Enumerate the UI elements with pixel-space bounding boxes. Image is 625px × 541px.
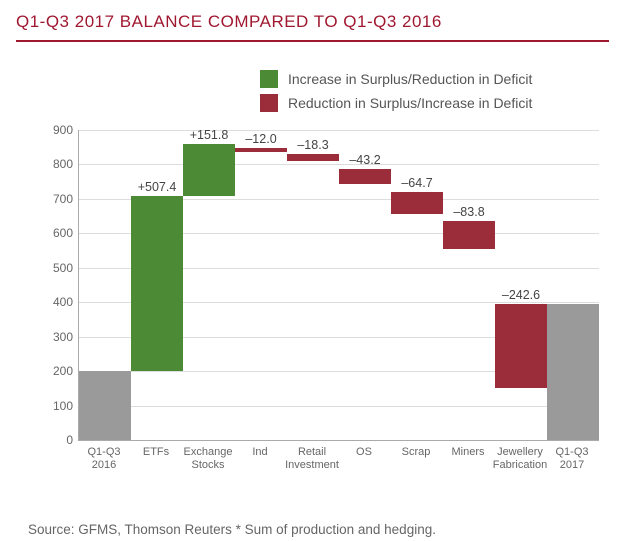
title-rule [16, 40, 609, 42]
x-tick-exch_stocks: ExchangeStocks [178, 446, 238, 471]
x-tick-q1q3_2017: Q1-Q32017 [542, 446, 602, 471]
data-label-os: –43.2 [341, 153, 389, 167]
x-tick-q1q3_2016: Q1-Q32016 [74, 446, 134, 471]
legend-swatch-decrease [260, 94, 278, 112]
x-tick-retail_inv: RetailInvestment [282, 446, 342, 471]
x-tick-etfs: ETFs [126, 446, 186, 459]
legend-swatch-increase [260, 70, 278, 88]
bar-scrap [391, 192, 443, 214]
x-tick-ind: Ind [230, 446, 290, 459]
bar-miners [443, 221, 495, 250]
x-axis-labels: Q1-Q32016ETFsExchangeStocksIndRetailInve… [78, 444, 598, 488]
bar-exch_stocks [183, 144, 235, 196]
y-tick: 600 [53, 226, 79, 240]
bar-retail_inv [287, 154, 339, 160]
bar-os [339, 169, 391, 184]
legend-label-increase: Increase in Surplus/Reduction in Deficit [288, 71, 532, 87]
data-label-scrap: –64.7 [393, 176, 441, 190]
gridline [79, 164, 599, 165]
bar-jewellery [495, 304, 547, 388]
y-tick: 200 [53, 364, 79, 378]
y-tick: 400 [53, 295, 79, 309]
legend-label-decrease: Reduction in Surplus/Increase in Deficit [288, 95, 532, 111]
data-label-retail_inv: –18.3 [289, 138, 337, 152]
y-tick: 500 [53, 261, 79, 275]
y-tick: 100 [53, 399, 79, 413]
source-text: Source: GFMS, Thomson Reuters * Sum of p… [28, 522, 436, 537]
x-tick-miners: Miners [438, 446, 498, 459]
data-label-etfs: +507.4 [133, 180, 181, 194]
data-label-exch_stocks: +151.8 [185, 128, 233, 142]
chart-title: Q1-Q3 2017 BALANCE COMPARED TO Q1-Q3 201… [16, 12, 609, 32]
bar-q1q3_2017 [547, 304, 599, 440]
bar-etfs [131, 196, 183, 371]
y-axis-label: Tonnes [0, 223, 3, 265]
legend-item-increase: Increase in Surplus/Reduction in Deficit [260, 70, 532, 88]
x-tick-jewellery: JewelleryFabrication [490, 446, 550, 471]
x-tick-os: OS [334, 446, 394, 459]
chart-area: Tonnes 0100200300400500600700800900+507.… [16, 120, 609, 500]
data-label-miners: –83.8 [445, 205, 493, 219]
y-tick: 300 [53, 330, 79, 344]
gridline [79, 406, 599, 407]
bar-ind [235, 148, 287, 152]
gridline [79, 130, 599, 131]
plot-area: 0100200300400500600700800900+507.4+151.8… [78, 130, 599, 441]
data-label-ind: –12.0 [237, 132, 285, 146]
x-tick-scrap: Scrap [386, 446, 446, 459]
y-tick: 900 [53, 123, 79, 137]
data-label-jewellery: –242.6 [497, 288, 545, 302]
y-tick: 800 [53, 157, 79, 171]
legend: Increase in Surplus/Reduction in Deficit… [260, 70, 532, 118]
figure-container: Q1-Q3 2017 BALANCE COMPARED TO Q1-Q3 201… [0, 0, 625, 541]
legend-item-decrease: Reduction in Surplus/Increase in Deficit [260, 94, 532, 112]
bar-q1q3_2016 [79, 371, 131, 440]
y-tick: 700 [53, 192, 79, 206]
